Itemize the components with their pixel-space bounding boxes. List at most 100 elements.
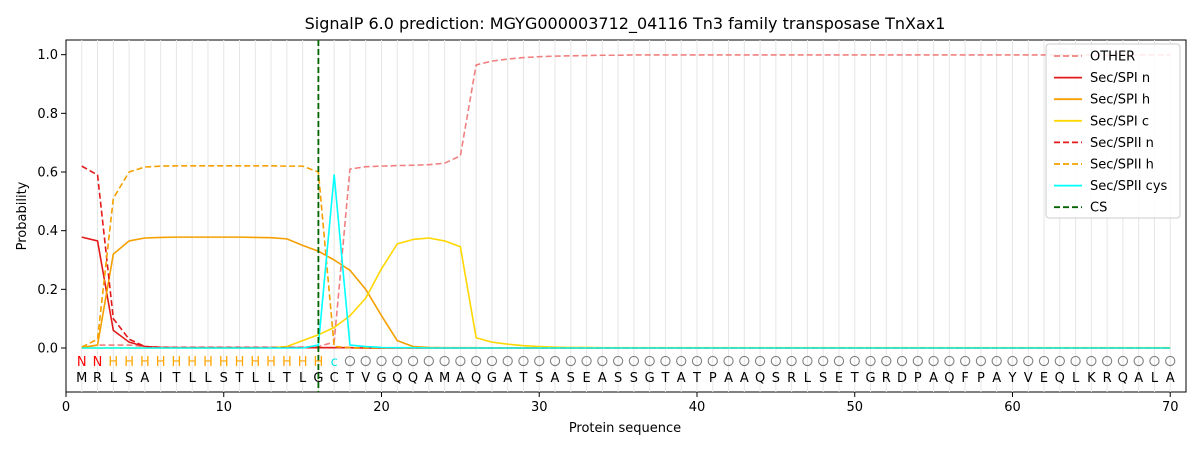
x-tick-label: 0 bbox=[62, 400, 70, 415]
region-label-o bbox=[960, 355, 971, 367]
region-label-o bbox=[549, 355, 561, 367]
region-label-o bbox=[754, 355, 766, 367]
region-label-o bbox=[770, 355, 782, 367]
x-axis-label: Protein sequence bbox=[569, 421, 681, 436]
region-label: H bbox=[298, 355, 308, 370]
sequence-letter: E bbox=[835, 371, 843, 386]
sequence-letter: L bbox=[189, 371, 197, 386]
sequence-letter: L bbox=[110, 371, 118, 386]
legend-label: Sec/SPI c bbox=[1090, 114, 1149, 129]
sequence-gridlines bbox=[81, 40, 1171, 392]
sequence-letter: D bbox=[897, 371, 907, 386]
sequence-letter: Q bbox=[944, 371, 954, 386]
sequence-letter: S bbox=[125, 371, 133, 386]
sequence-letter: Q bbox=[471, 371, 481, 386]
region-label: H bbox=[124, 355, 134, 370]
x-tick-label: 30 bbox=[531, 400, 548, 415]
sequence-letter: G bbox=[645, 371, 655, 386]
region-label: H bbox=[314, 355, 324, 370]
sequence-letter: L bbox=[1151, 371, 1159, 386]
sequence-letter: A bbox=[503, 371, 512, 386]
region-label-o bbox=[660, 355, 671, 367]
x-tick-label: 10 bbox=[215, 400, 232, 415]
region-label-o bbox=[518, 355, 529, 367]
series-line-sec-spii-cys bbox=[81, 174, 1171, 349]
sequence-letter: A bbox=[740, 371, 749, 386]
sequence-letter: V bbox=[361, 371, 370, 386]
sequence-letter: T bbox=[518, 371, 527, 386]
region-label-o bbox=[1007, 355, 1018, 367]
sequence-letter: F bbox=[961, 371, 968, 386]
region-label-o bbox=[486, 355, 498, 367]
sequence-letter: I bbox=[159, 371, 163, 386]
region-label: H bbox=[250, 355, 260, 370]
sequence-letter: L bbox=[1072, 371, 1080, 386]
region-label: H bbox=[172, 355, 182, 370]
sequence-letter: A bbox=[724, 371, 733, 386]
region-label-o bbox=[612, 355, 624, 367]
region-label-o bbox=[392, 355, 403, 367]
legend-label: Sec/SPI h bbox=[1090, 93, 1150, 108]
sequence-letter: A bbox=[1134, 371, 1143, 386]
sequence-letter: T bbox=[235, 371, 244, 386]
region-label-o bbox=[581, 355, 592, 367]
region-label-o bbox=[423, 355, 434, 367]
sequence-letter: S bbox=[535, 371, 543, 386]
y-tick-label: 0.2 bbox=[37, 283, 58, 298]
x-tick-label: 40 bbox=[689, 400, 706, 415]
region-label: H bbox=[282, 355, 292, 370]
region-label-o bbox=[628, 355, 640, 367]
region-label-o bbox=[723, 355, 734, 367]
sequence-letter: T bbox=[660, 371, 669, 386]
sequence-letter: Q bbox=[1055, 371, 1065, 386]
sequence-letter: A bbox=[677, 371, 686, 386]
sequence-letter: G bbox=[865, 371, 875, 386]
y-tick-label: 0.6 bbox=[37, 166, 58, 181]
region-label: H bbox=[219, 355, 229, 370]
region-label-o bbox=[1038, 355, 1050, 367]
sequence-letter: A bbox=[551, 371, 560, 386]
series-lines bbox=[81, 40, 1171, 392]
region-label-o bbox=[502, 355, 513, 367]
region-label-o bbox=[1165, 355, 1176, 367]
sequence-letter: E bbox=[582, 371, 590, 386]
sequence-letter: T bbox=[282, 371, 291, 386]
legend-label: Sec/SPII h bbox=[1090, 158, 1154, 173]
region-label: H bbox=[156, 355, 166, 370]
legend-label: Sec/SPI n bbox=[1090, 71, 1150, 86]
region-label-o bbox=[896, 355, 908, 367]
region-label: H bbox=[108, 355, 118, 370]
sequence-letter: Q bbox=[755, 371, 765, 386]
sequence-letter: A bbox=[1166, 371, 1175, 386]
region-label-o bbox=[676, 355, 687, 367]
region-label-o bbox=[1054, 355, 1065, 367]
region-label: H bbox=[203, 355, 213, 370]
sequence-letter: S bbox=[567, 371, 575, 386]
region-label-o bbox=[644, 355, 655, 367]
region-label-o bbox=[707, 355, 718, 367]
region-label-o bbox=[455, 355, 466, 367]
sequence-letter: A bbox=[424, 371, 433, 386]
sequence-letter: R bbox=[882, 371, 891, 386]
sequence-letter: A bbox=[598, 371, 607, 386]
sequence-letter: S bbox=[772, 371, 780, 386]
x-axis-ticks: 0 10 20 30 40 50 60 70 bbox=[62, 392, 1178, 415]
region-label-o bbox=[786, 355, 797, 367]
sequence-letter: P bbox=[914, 371, 922, 386]
sequence-letter: Q bbox=[392, 371, 402, 386]
sequence-letter: K bbox=[1087, 371, 1096, 386]
sequence-letter: L bbox=[204, 371, 212, 386]
region-label-o bbox=[376, 355, 387, 367]
sequence-letter: P bbox=[977, 371, 985, 386]
region-label-o bbox=[344, 355, 356, 367]
y-axis-label: Probability bbox=[15, 181, 30, 250]
region-label-o bbox=[565, 355, 576, 367]
sequence-letter: A bbox=[929, 371, 938, 386]
region-label-o bbox=[818, 355, 829, 367]
region-label-o bbox=[1149, 355, 1160, 367]
plot-area bbox=[65, 39, 1187, 393]
sequence-letter: C bbox=[330, 371, 339, 386]
